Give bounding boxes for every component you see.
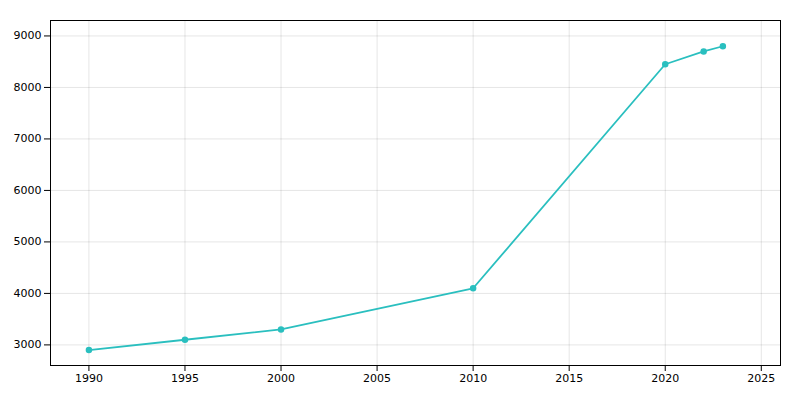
svg-text:5000: 5000	[14, 235, 42, 248]
svg-text:3000: 3000	[14, 338, 42, 351]
svg-text:7000: 7000	[14, 132, 42, 145]
svg-text:1995: 1995	[171, 372, 199, 385]
svg-text:2005: 2005	[363, 372, 391, 385]
svg-text:2025: 2025	[747, 372, 775, 385]
svg-text:1990: 1990	[75, 372, 103, 385]
svg-text:6000: 6000	[14, 184, 42, 197]
svg-text:2020: 2020	[651, 372, 679, 385]
svg-text:2015: 2015	[555, 372, 583, 385]
svg-text:2000: 2000	[267, 372, 295, 385]
svg-text:8000: 8000	[14, 81, 42, 94]
svg-text:4000: 4000	[14, 287, 42, 300]
svg-text:2010: 2010	[459, 372, 487, 385]
svg-text:9000: 9000	[14, 29, 42, 42]
